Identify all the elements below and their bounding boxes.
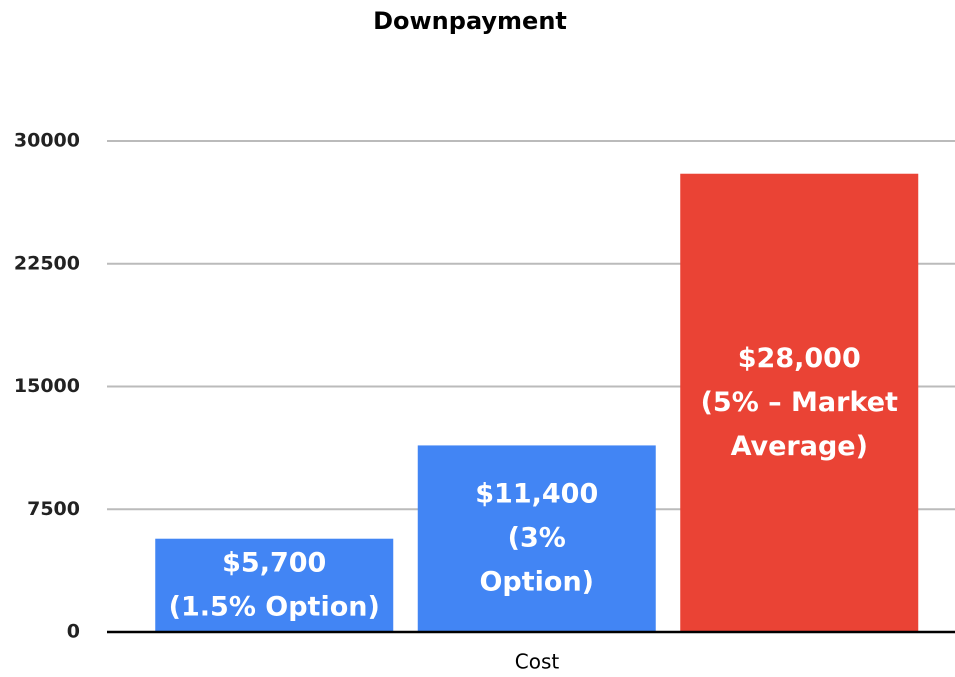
bar xyxy=(680,173,919,632)
chart-title: Downpayment xyxy=(373,7,567,35)
data-label-line: (3% xyxy=(508,522,566,553)
y-tick-label: 7500 xyxy=(27,498,80,520)
y-tick-label: 15000 xyxy=(14,375,80,397)
data-label: $28,000 (5% – Market Average) xyxy=(701,342,898,461)
data-label-line: $11,400 xyxy=(475,478,598,509)
x-axis-label: Cost xyxy=(515,650,560,674)
data-label-line: $5,700 xyxy=(222,547,326,578)
y-tick-label: 30000 xyxy=(14,130,80,152)
data-label-line: Average) xyxy=(731,430,868,461)
data-label-line: (1.5% Option) xyxy=(169,591,380,622)
data-label: $5,700 (1.5% Option) xyxy=(169,547,380,622)
bar xyxy=(155,538,394,632)
data-label-line: $28,000 xyxy=(738,342,861,373)
bar xyxy=(417,445,656,632)
y-tick-label: 22500 xyxy=(14,252,80,274)
data-label-line: Option) xyxy=(479,566,594,597)
data-label-line: (5% – Market xyxy=(701,386,898,417)
data-label: $11,400 (3% Option) xyxy=(475,478,598,597)
y-tick-label: 0 xyxy=(67,621,80,643)
